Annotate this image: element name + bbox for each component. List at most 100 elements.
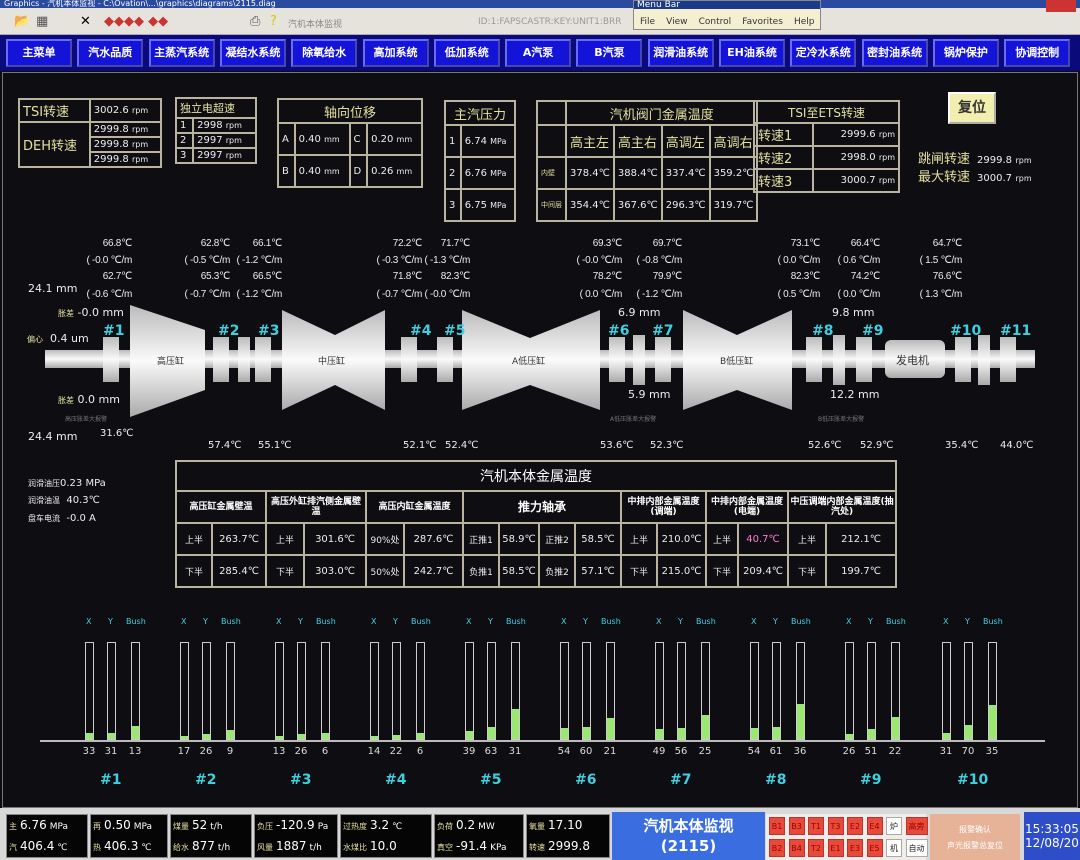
unit: ℃ xyxy=(392,822,403,832)
label: 氧量 xyxy=(529,822,545,831)
label: 汽 xyxy=(9,843,17,852)
nav-button-6[interactable]: 低加系统 xyxy=(433,39,500,67)
menu-help[interactable]: Help xyxy=(794,17,815,27)
window-controls[interactable] xyxy=(1046,0,1076,12)
nav-button-11[interactable]: 定冷水系统 xyxy=(790,39,857,67)
temp-cell: 210.0℃ xyxy=(656,522,707,556)
menu-favorites[interactable]: Favorites xyxy=(742,17,783,27)
label: 风量 xyxy=(257,843,273,852)
menu-bar: Menu Bar File View Control Favorites Hel… xyxy=(633,0,821,30)
alarm-button[interactable]: B4 xyxy=(788,839,805,857)
label: 负荷 xyxy=(437,822,453,831)
bearing-number: #7 xyxy=(652,323,674,339)
lube-oil-pressure: 润滑油压0.23 MPa xyxy=(28,478,106,489)
alarm-ack-button[interactable]: 报警确认 声光报警总复位 xyxy=(930,814,1020,860)
nav-button-13[interactable]: 锅炉保护 xyxy=(932,39,999,67)
nav-button-8[interactable]: B汽泵 xyxy=(576,39,643,67)
trip-speed-label: 跳闸转速 xyxy=(918,152,971,167)
temp-cell: 359.2℃ xyxy=(708,156,759,190)
row-label: 下半 xyxy=(787,554,827,588)
nav-button-14[interactable]: 协调控制 xyxy=(1004,39,1071,67)
unit: MW xyxy=(478,822,495,832)
bar-value: 33 xyxy=(82,746,96,757)
nav-button-7[interactable]: A汽泵 xyxy=(505,39,572,67)
bearing-temp: 64.7℃ xyxy=(932,238,963,249)
diff-expansion-1: 胀差 -0.0 mm xyxy=(58,306,124,319)
status-row: 热 406.3 ℃ xyxy=(91,836,167,857)
alarm-button[interactable]: T2 xyxy=(808,839,824,857)
lube-oil-temp: 润滑油温 40.3℃ xyxy=(28,495,100,506)
alarm-button[interactable]: B1 xyxy=(769,817,785,835)
unit: rpm xyxy=(131,125,149,134)
menu-view[interactable]: View xyxy=(666,17,688,27)
nav-button-9[interactable]: 润滑油系统 xyxy=(647,39,714,67)
menu-file[interactable]: File xyxy=(640,17,656,27)
alarm-button[interactable]: E1 xyxy=(827,839,844,857)
ip-casing xyxy=(282,310,385,410)
nav-button-4[interactable]: 除氧给水 xyxy=(291,39,358,67)
unit: rpm xyxy=(1015,156,1032,165)
menu-control[interactable]: Control xyxy=(698,17,732,27)
point-id-field[interactable]: ID:1:FAPSCASTR:KEY:UNIT1:BRR xyxy=(478,17,622,27)
label: 热 xyxy=(93,843,101,852)
nav-button-1[interactable]: 汽水品质 xyxy=(77,39,144,67)
nav-button-10[interactable]: EH油系统 xyxy=(719,39,785,67)
alarm-button[interactable]: 炉 xyxy=(886,817,902,835)
alarm-button[interactable]: E2 xyxy=(847,817,863,835)
nav-button-3[interactable]: 凝结水系统 xyxy=(219,39,286,67)
lp-a-bottom: 5.9 mm xyxy=(628,388,671,401)
nav-button-5[interactable]: 高加系统 xyxy=(362,39,429,67)
temp-cell: 388.4℃ xyxy=(612,156,663,190)
value: 1887 xyxy=(276,839,307,853)
row-label: 上半 xyxy=(705,522,739,556)
alarm-button[interactable]: T3 xyxy=(827,817,844,835)
alarm-button[interactable]: B2 xyxy=(769,839,785,857)
series-label: Y xyxy=(108,617,113,626)
open-icon[interactable]: 📂 xyxy=(14,14,31,29)
unit: MPa xyxy=(133,822,153,832)
axial-b: 0.40 xyxy=(298,165,321,177)
alarm-button[interactable]: E4 xyxy=(866,817,883,835)
value: -91.4 xyxy=(456,839,488,853)
bar-value: 26 xyxy=(842,746,856,757)
bar-tube-Bush xyxy=(321,642,330,740)
temp-cell: 367.6℃ xyxy=(612,188,663,222)
pressure-value: 6.74 xyxy=(464,135,487,147)
series-label: Y xyxy=(298,617,303,626)
alarm-button[interactable]: E5 xyxy=(866,839,883,857)
col-header: 高主左 xyxy=(565,124,615,158)
bar-fill xyxy=(203,733,210,739)
row-label: 下半 xyxy=(175,554,213,588)
bar-tube-X xyxy=(560,642,569,740)
bearing-temp: ( 0.0 ℃/m xyxy=(579,289,623,300)
nav-button-0[interactable]: 主菜单 xyxy=(6,39,72,67)
casing-label: A低压缸 xyxy=(512,357,546,367)
series-label: Bush xyxy=(126,617,146,626)
nav-button-12[interactable]: 密封油系统 xyxy=(861,39,928,67)
alarm-button[interactable]: 机 xyxy=(886,839,902,857)
alarm-button[interactable]: T1 xyxy=(808,817,824,835)
reset-button[interactable]: 复位 xyxy=(948,92,996,124)
nav-arrows-icon[interactable]: ◆◆◆◆ ◆◆ xyxy=(104,14,169,29)
pressure-value: 6.76 xyxy=(464,167,487,179)
series-label: X xyxy=(561,617,567,626)
col-header: 中排内部金属温度(电端) xyxy=(705,490,789,524)
deh-value: 2999.8 xyxy=(93,124,129,135)
main-steam-pressure-table: 主汽压力 1 6.74 MPa 2 6.76 MPa 3 6.75 MPa xyxy=(444,100,517,222)
nav-button-2[interactable]: 主蒸汽系统 xyxy=(148,39,215,67)
bar-value: 26 xyxy=(199,746,213,757)
close-icon[interactable]: ✕ xyxy=(80,14,91,29)
row-label: 负推2 xyxy=(538,554,576,588)
diagram-name-field[interactable]: 汽机本体监视 xyxy=(288,20,343,30)
status-row: 过热度 3.2 ℃ xyxy=(341,815,431,836)
print-icon[interactable]: ⎙ xyxy=(250,14,261,29)
temp-cell: 301.6℃ xyxy=(303,522,367,556)
help-icon[interactable]: ? xyxy=(270,14,277,29)
alarm-button[interactable]: E3 xyxy=(847,839,863,857)
bar-value: 31 xyxy=(939,746,953,757)
alarm-button[interactable]: 自动 xyxy=(905,839,928,857)
calendar-icon[interactable]: ▦ xyxy=(36,14,49,29)
alarm-button[interactable]: B3 xyxy=(788,817,805,835)
alarm-button[interactable]: 高旁 xyxy=(905,817,928,835)
bar-fill xyxy=(773,727,780,739)
